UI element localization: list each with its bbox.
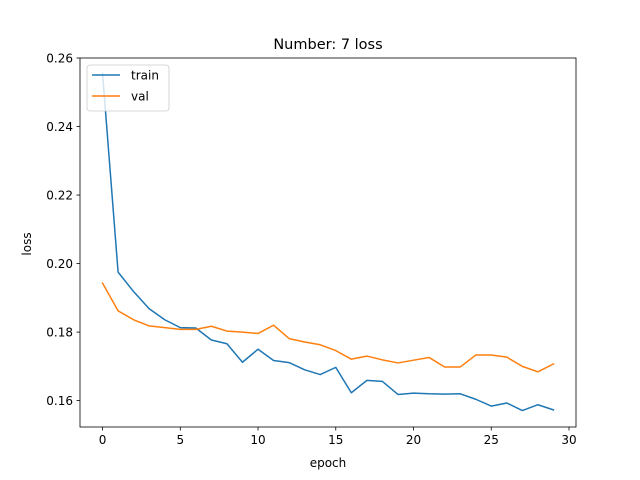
x-tick-label: 0 bbox=[99, 433, 107, 447]
legend-label-val: val bbox=[131, 89, 149, 103]
x-tick-label: 30 bbox=[561, 433, 576, 447]
y-tick-label: 0.18 bbox=[46, 325, 73, 339]
legend-label-train: train bbox=[131, 68, 159, 82]
x-tick-label: 5 bbox=[176, 433, 184, 447]
legend-box bbox=[86, 64, 170, 112]
x-tick-label: 25 bbox=[484, 433, 499, 447]
y-tick-label: 0.26 bbox=[46, 51, 73, 65]
y-tick-label: 0.24 bbox=[46, 120, 73, 134]
y-tick-label: 0.16 bbox=[46, 394, 73, 408]
axes-frame bbox=[79, 57, 577, 428]
legend: train val bbox=[86, 64, 170, 112]
x-tick-label: 20 bbox=[406, 433, 421, 447]
y-axis-label: loss bbox=[20, 232, 34, 255]
y-tick-label: 0.20 bbox=[46, 257, 73, 271]
y-tick-label: 0.22 bbox=[46, 188, 73, 202]
series-line-val bbox=[101, 282, 555, 373]
x-tick-label: 10 bbox=[250, 433, 265, 447]
x-axis-label: epoch bbox=[310, 456, 347, 470]
x-tick-label: 15 bbox=[328, 433, 343, 447]
plot-area: 0 5 10 15 20 25 30 0.16 0.18 0.20 0.22 0.24 0.26 trai… bbox=[46, 51, 576, 447]
series-line-train bbox=[101, 72, 555, 412]
chart-title: Number: 7 loss bbox=[273, 37, 382, 53]
